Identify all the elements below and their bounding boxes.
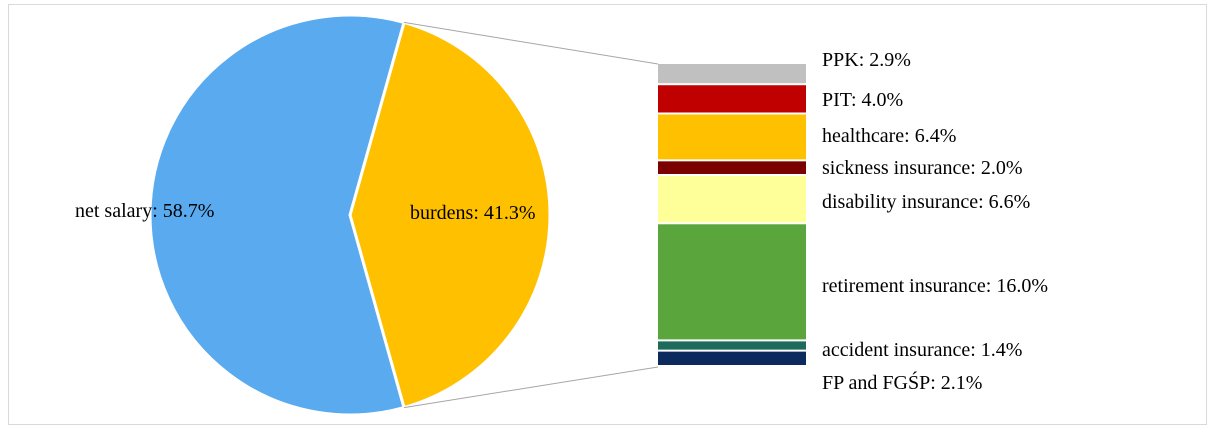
connector-line-top bbox=[403, 21, 659, 65]
bar-label-retirement-insurance: retirement insurance: 16.0% bbox=[822, 275, 1048, 297]
data-labels: net salary: 58.7% burdens: 41.3% PPK: 2.9%… bbox=[75, 49, 1048, 394]
pie-slice-burdens bbox=[348, 20, 552, 410]
connector-line-bottom bbox=[403, 366, 659, 409]
pie-slice-net-salary bbox=[148, 13, 406, 417]
connector-lines bbox=[403, 21, 659, 409]
bar-label-disability-insurance: disability insurance: 6.6% bbox=[822, 191, 1030, 213]
pie-label-burdens: burdens: 41.3% bbox=[410, 202, 536, 224]
bar-segment-healthcare bbox=[658, 114, 806, 160]
bar-label-pit: PIT: 4.0% bbox=[822, 89, 903, 111]
bar-label-accident-insurance: accident insurance: 1.4% bbox=[822, 339, 1022, 361]
bar-segment-retirement-insurance bbox=[658, 224, 806, 340]
pie bbox=[148, 13, 552, 417]
bar-label-sickness-insurance: sickness insurance: 2.0% bbox=[822, 157, 1023, 179]
bar-label-fp-and-fg-p: FP and FGŚP: 2.1% bbox=[822, 370, 982, 394]
bar-segment-ppk bbox=[658, 64, 806, 84]
bar-segment-disability-insurance bbox=[658, 175, 806, 223]
bar-segment-fp-and-fg-p bbox=[658, 351, 806, 365]
bar-segment-accident-insurance bbox=[658, 341, 806, 350]
stacked-bar bbox=[658, 64, 806, 365]
bar-segment-sickness-insurance bbox=[658, 161, 806, 174]
pie-label-net-salary: net salary: 58.7% bbox=[75, 200, 214, 222]
bar-segment-pit bbox=[658, 85, 806, 113]
bar-label-healthcare: healthcare: 6.4% bbox=[822, 125, 956, 147]
bar-label-ppk: PPK: 2.9% bbox=[822, 49, 911, 71]
